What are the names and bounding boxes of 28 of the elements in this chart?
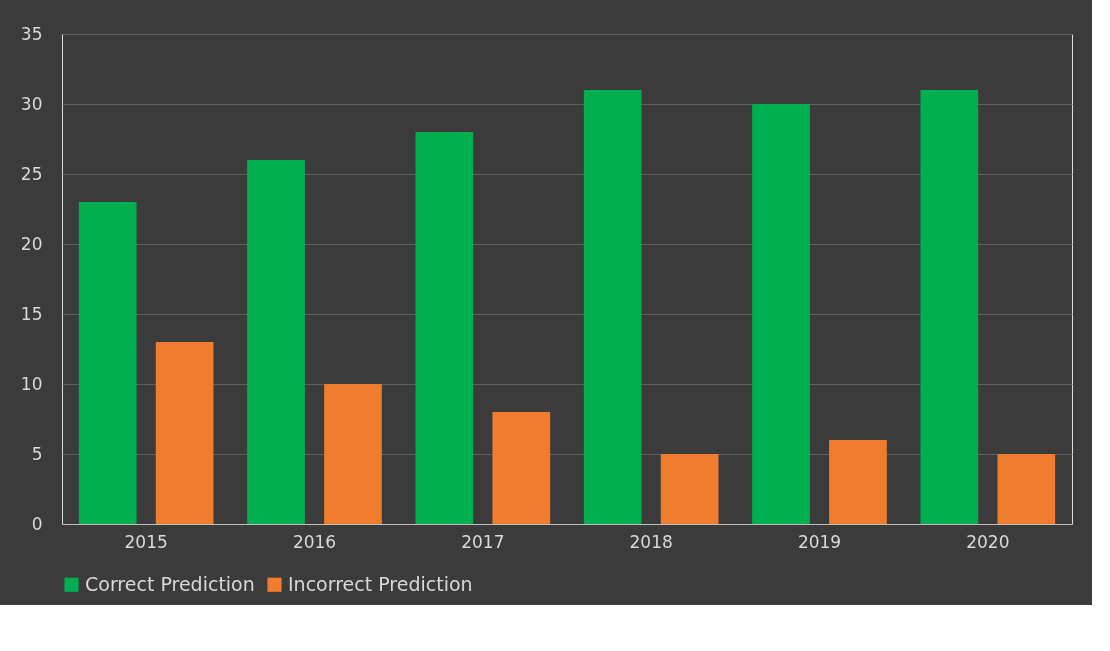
legend-label: Incorrect Prediction bbox=[288, 572, 473, 595]
y-tick-label: 0 bbox=[31, 513, 43, 534]
y-tick-label: 35 bbox=[20, 23, 43, 44]
x-tick-label: 2019 bbox=[797, 531, 842, 552]
y-tick-label: 10 bbox=[20, 373, 43, 394]
bar bbox=[583, 90, 642, 524]
x-tick-label: 2017 bbox=[461, 531, 505, 552]
y-tick-label: 25 bbox=[20, 163, 43, 184]
x-tick-label: 2016 bbox=[292, 531, 337, 552]
y-tick-label: 20 bbox=[20, 233, 43, 254]
x-tick-label: 2015 bbox=[124, 531, 168, 552]
bar bbox=[752, 104, 810, 524]
x-tick-label: 2020 bbox=[966, 531, 1010, 552]
bar bbox=[415, 132, 474, 524]
bar bbox=[829, 440, 887, 524]
y-tick-label: 15 bbox=[20, 303, 43, 324]
bar bbox=[660, 454, 719, 524]
bar bbox=[78, 202, 137, 524]
x-tick-label: 2018 bbox=[629, 531, 673, 552]
bar bbox=[155, 342, 214, 524]
legend-label: Correct Prediction bbox=[85, 572, 255, 595]
y-tick-label: 30 bbox=[20, 93, 43, 114]
bar bbox=[492, 412, 551, 524]
bar bbox=[247, 160, 305, 524]
bar bbox=[920, 90, 979, 524]
bar bbox=[324, 384, 382, 524]
bar bbox=[997, 454, 1056, 524]
y-tick-label: 5 bbox=[31, 443, 43, 464]
